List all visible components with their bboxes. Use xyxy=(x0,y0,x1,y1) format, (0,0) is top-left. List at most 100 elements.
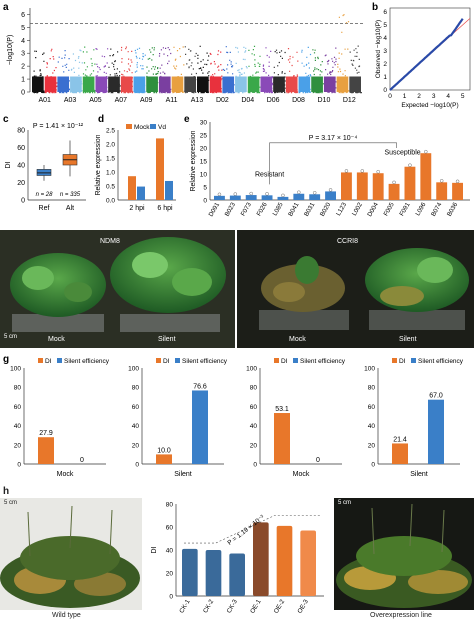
a-chromosome-base xyxy=(32,76,44,92)
a-chromosome-base xyxy=(311,76,323,92)
a-chromosome-base xyxy=(336,76,349,92)
panel-c-label: c xyxy=(3,114,9,125)
panel-h: h 5 cm Wild type 0 20 40 60 80 DI CK-1 CK-2 CK-3… xyxy=(0,484,474,625)
e-group-label: Susceptible xyxy=(384,150,420,157)
e-point xyxy=(328,188,333,192)
g-legend-label-se: Silent efficiency xyxy=(182,358,228,365)
f-caption-silent-2: Silent xyxy=(399,336,417,343)
f-caption-silent-1: Silent xyxy=(158,336,176,343)
g-y-tick-label: 80 xyxy=(14,385,22,392)
g-legend-label-di: DI xyxy=(45,358,52,365)
overexpression-scale: 5 cm xyxy=(338,500,352,506)
e-bar xyxy=(261,195,273,200)
a-chromosome-base xyxy=(146,76,158,92)
b-qq-points xyxy=(389,18,464,91)
a-points xyxy=(120,46,134,94)
a-chromosome-label: A09 xyxy=(140,97,153,104)
e-category-label: D004 xyxy=(366,201,380,218)
a-chromosome-base xyxy=(247,76,260,92)
a-chromosome-base xyxy=(120,76,133,92)
e-bar xyxy=(341,172,352,200)
a-chromosome-base xyxy=(95,76,108,92)
g-legend-label-se: Silent efficiency xyxy=(64,358,110,365)
panel-a-manhattan: a 0 1 2 3 4 5 6 −log10(P) A01 A03 A05 A07 A09 A11 A13 D0… xyxy=(3,2,471,109)
a-chromosome-label: D08 xyxy=(292,97,305,104)
ndm8-label: NDM8 xyxy=(100,238,120,245)
ccri8-label: CCRI8 xyxy=(337,238,359,245)
d-legend-label: Mock xyxy=(134,124,150,131)
a-chromosome-base xyxy=(323,76,336,92)
f-caption-mock-2: Mock xyxy=(289,336,306,343)
e-bar xyxy=(245,195,257,200)
d-y-tick-label: 0.0 xyxy=(106,198,115,205)
b-y-tick-label: 2 xyxy=(383,61,387,68)
e-bar xyxy=(452,182,463,200)
a-chromosome-base xyxy=(44,76,57,92)
g-y-tick-label: 20 xyxy=(368,442,376,449)
g-legend-label-di: DI xyxy=(163,358,170,365)
e-point xyxy=(360,169,365,173)
d-category-label: 2 hpi xyxy=(129,205,145,212)
c-category-label: Ref xyxy=(39,205,50,212)
h-category-label: OE-1 xyxy=(249,598,263,615)
e-category-label: L123 xyxy=(335,201,348,217)
panel-g-label: g xyxy=(3,354,9,365)
e-group-label: Resistant xyxy=(255,172,284,179)
h-y-tick-label: 80 xyxy=(166,502,174,509)
d-legend-swatch xyxy=(150,124,156,129)
a-points xyxy=(337,14,350,94)
wild-type-photo: 5 cm xyxy=(0,498,142,610)
panel-e-label: e xyxy=(184,114,190,125)
panel-f: f NDM8 Mock Silent 5 cm xyxy=(0,230,474,348)
g-y-tick-label: 60 xyxy=(250,404,258,411)
e-y-tick-label: 20 xyxy=(200,146,208,153)
g-y-tick-label: 80 xyxy=(368,385,376,392)
e-bar xyxy=(388,183,400,200)
g-group-label: Silent xyxy=(410,471,428,478)
b-x-tick-label: 1 xyxy=(403,93,407,100)
g-y-tick-label: 60 xyxy=(14,404,22,411)
ccri8-photo: CCRI8 Mock Silent xyxy=(237,230,474,348)
g-legend-swatch-di xyxy=(156,358,161,363)
e-y-tick-label: 0 xyxy=(203,198,207,205)
h-category-label: OE-3 xyxy=(296,598,310,615)
e-y-tick-label: 5 xyxy=(203,185,207,192)
d-y-label: Relative expression xyxy=(95,134,102,195)
ndm8-photo: NDM8 Mock Silent 5 cm xyxy=(0,230,235,348)
e-point xyxy=(408,163,412,167)
a-chromosome-label: A01 xyxy=(38,97,51,104)
e-y-label: Relative expression xyxy=(190,130,197,191)
b-y-tick-label: 4 xyxy=(383,35,387,42)
e-bar xyxy=(293,193,305,200)
a-chromosome-base xyxy=(57,76,70,92)
h-bar xyxy=(182,548,198,596)
h-bar xyxy=(229,553,245,596)
g-legend-swatch-di xyxy=(38,358,43,363)
g-y-tick-label: 80 xyxy=(132,385,140,392)
b-y-tick-label: 6 xyxy=(383,9,387,16)
a-chromosome-points xyxy=(133,47,146,94)
a-chromosome-base xyxy=(209,76,222,92)
overexpression-photo: 5 cm xyxy=(334,498,474,610)
g-legend-swatch-se xyxy=(293,358,298,363)
c-y-tick-label: 20 xyxy=(17,180,25,187)
g-bar xyxy=(156,454,172,464)
wild-type-scale: 5 cm xyxy=(4,500,18,506)
c-y-tick-label: 60 xyxy=(17,145,25,152)
c-y-label: DI xyxy=(5,161,12,168)
e-annotation: P = 3.17 × 10⁻⁴ xyxy=(309,135,358,142)
e-point xyxy=(344,169,349,173)
d-bar xyxy=(137,186,145,200)
h-y-tick-label: 40 xyxy=(166,548,174,555)
g-bar xyxy=(428,399,444,464)
c-annotation: P = 1.41 × 10⁻¹² xyxy=(33,123,84,130)
a-chromosome-base xyxy=(235,76,247,92)
f-caption-mock-1: Mock xyxy=(48,336,65,343)
overexpression-caption: Overexpression line xyxy=(370,612,432,619)
a-chromosome-label: D12 xyxy=(343,97,356,104)
a-chromosome-label: A13 xyxy=(191,97,204,104)
a-chromosome-points xyxy=(286,48,299,94)
panel-g: g 0 20 40 60 80 100 DI Silent efficiency 27.9 0 Moc… xyxy=(3,354,464,478)
f-scale-label: 5 cm xyxy=(4,334,18,340)
g-y-tick-label: 100 xyxy=(246,366,257,373)
